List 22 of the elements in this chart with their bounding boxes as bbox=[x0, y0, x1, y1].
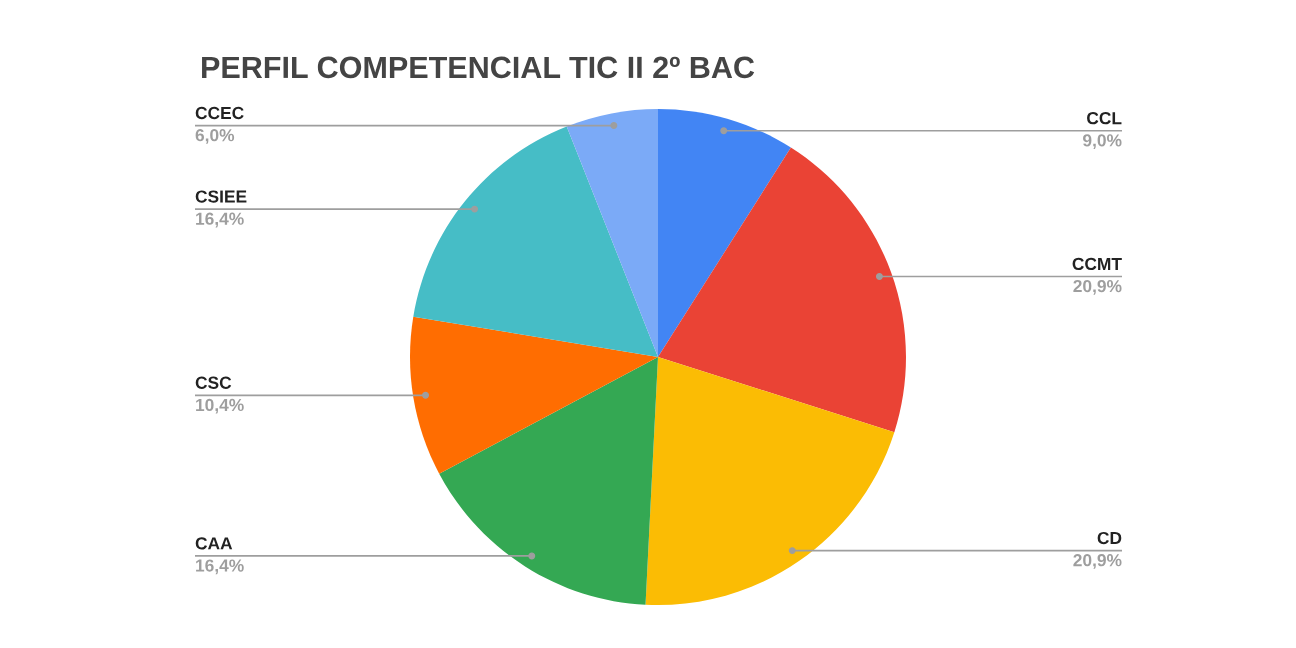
slice-label: CCEC bbox=[195, 106, 244, 120]
data-label: 16,4% bbox=[196, 559, 244, 575]
pie-slice bbox=[645, 357, 895, 605]
data-label: 16,4% bbox=[196, 212, 244, 228]
slice-label: CAA bbox=[195, 537, 233, 550]
slice-label: CSIEE bbox=[195, 190, 247, 203]
pie-slice bbox=[410, 316, 658, 474]
slice-label: CD bbox=[1097, 531, 1122, 545]
pie-slice bbox=[658, 109, 791, 357]
slice-label: CSC bbox=[195, 376, 232, 389]
data-label: 6,0% bbox=[195, 129, 235, 144]
slice-label: CCMT bbox=[1072, 257, 1122, 271]
data-label: 20,9% bbox=[1073, 554, 1122, 569]
data-label: 9,0% bbox=[1083, 134, 1122, 150]
slice-label: CCL bbox=[1087, 112, 1122, 125]
pie-slice bbox=[413, 126, 658, 357]
data-label: 10,4% bbox=[196, 398, 244, 414]
pie-slice bbox=[566, 109, 658, 357]
chart-title: PERFIL COMPETENCIAL TIC II 2º BAC bbox=[202, 56, 755, 79]
pie-slice bbox=[658, 147, 906, 433]
data-label: 20,9% bbox=[1073, 279, 1122, 295]
pie-slice bbox=[439, 357, 658, 605]
